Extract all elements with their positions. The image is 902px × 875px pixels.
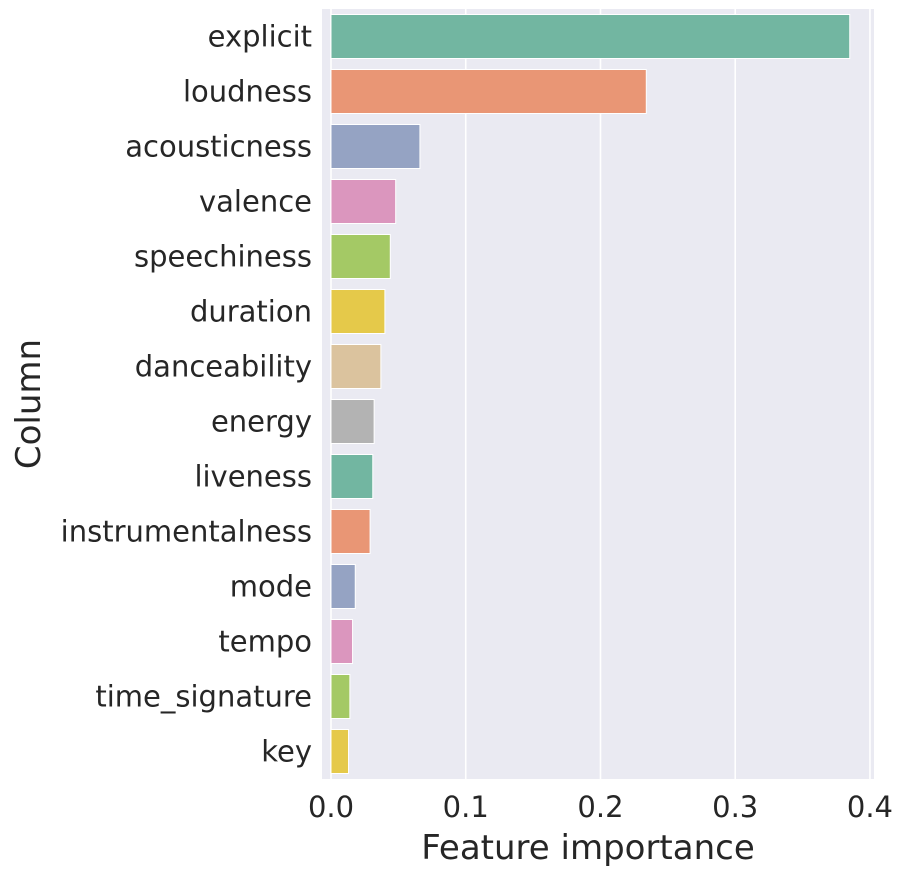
y-tick-label-duration: duration — [190, 295, 312, 329]
x-tick-label-3: 0.3 — [712, 790, 758, 824]
bar-liveness — [330, 454, 374, 499]
y-tick-label-instrumentalness: instrumentalness — [61, 515, 312, 549]
x-tick-label-2: 0.2 — [577, 790, 623, 824]
bar-valence — [330, 179, 397, 224]
y-tick-label-key: key — [261, 735, 312, 769]
bar-energy — [330, 399, 375, 444]
y-tick-label-time_signature: time_signature — [95, 680, 312, 714]
y-tick-labels: explicit loudness acousticness valence speec… — [61, 20, 312, 769]
bar-speechiness — [330, 234, 391, 279]
bar-duration — [330, 289, 386, 334]
y-tick-label-acousticness: acousticness — [125, 130, 312, 164]
y-axis-label: Column — [9, 339, 49, 469]
y-tick-label-valence: valence — [199, 185, 312, 219]
bar-key — [330, 729, 350, 774]
x-tick-label-1: 0.1 — [443, 790, 489, 824]
y-tick-label-mode: mode — [230, 570, 312, 604]
bars — [330, 14, 851, 774]
bar-tempo — [330, 619, 354, 664]
x-tick-labels: 0.0 0.1 0.2 0.3 0.4 — [308, 790, 893, 824]
bar-time_signature — [330, 674, 351, 719]
x-axis-label: Feature importance — [421, 828, 755, 868]
y-tick-label-danceability: danceability — [135, 350, 312, 384]
y-tick-label-explicit: explicit — [208, 20, 312, 54]
y-tick-label-speechiness: speechiness — [134, 240, 312, 274]
y-tick-label-energy: energy — [211, 405, 312, 439]
bar-mode — [330, 564, 356, 609]
y-tick-label-liveness: liveness — [194, 460, 312, 494]
bar-danceability — [330, 344, 382, 389]
bar-acousticness — [330, 124, 421, 169]
bar-explicit — [330, 14, 851, 59]
y-tick-label-loudness: loudness — [183, 75, 312, 109]
bar-loudness — [330, 69, 647, 114]
x-tick-label-0: 0.0 — [308, 790, 354, 824]
bar-instrumentalness — [330, 509, 371, 554]
y-tick-label-tempo: tempo — [218, 625, 312, 659]
x-tick-label-4: 0.4 — [847, 790, 893, 824]
